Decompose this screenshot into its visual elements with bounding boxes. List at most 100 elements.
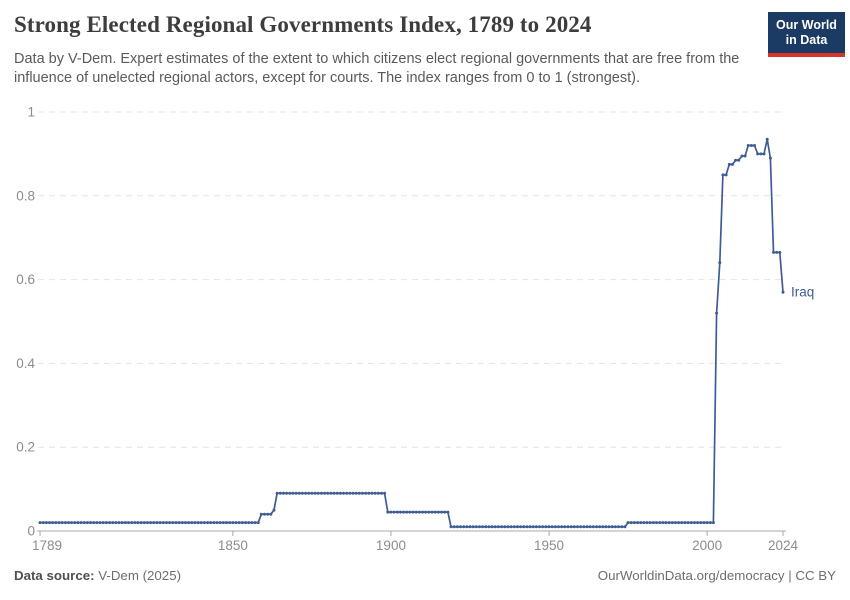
data-point-marker[interactable] xyxy=(300,491,304,495)
data-point-marker[interactable] xyxy=(699,521,703,525)
data-point-marker[interactable] xyxy=(348,491,352,495)
data-point-marker[interactable] xyxy=(620,525,624,529)
data-point-marker[interactable] xyxy=(79,521,83,525)
data-point-marker[interactable] xyxy=(462,525,466,529)
data-point-marker[interactable] xyxy=(313,491,317,495)
data-point-marker[interactable] xyxy=(398,510,402,514)
data-point-marker[interactable] xyxy=(41,521,45,525)
data-point-marker[interactable] xyxy=(680,521,684,525)
data-point-marker[interactable] xyxy=(541,525,545,529)
data-point-marker[interactable] xyxy=(326,491,330,495)
data-point-marker[interactable] xyxy=(332,491,336,495)
data-point-marker[interactable] xyxy=(626,521,630,525)
data-point-marker[interactable] xyxy=(595,525,598,529)
data-point-marker[interactable] xyxy=(648,521,652,525)
data-point-marker[interactable] xyxy=(57,521,61,525)
data-point-marker[interactable] xyxy=(664,521,668,525)
data-point-marker[interactable] xyxy=(411,510,415,514)
data-point-marker[interactable] xyxy=(566,525,570,529)
data-point-marker[interactable] xyxy=(465,525,469,529)
data-point-marker[interactable] xyxy=(380,491,383,495)
data-point-marker[interactable] xyxy=(342,491,345,495)
data-point-marker[interactable] xyxy=(591,525,595,529)
data-point-marker[interactable] xyxy=(405,510,409,514)
data-point-marker[interactable] xyxy=(696,521,700,525)
data-point-marker[interactable] xyxy=(206,521,210,525)
data-point-marker[interactable] xyxy=(765,137,769,141)
data-point-marker[interactable] xyxy=(196,521,200,525)
data-point-marker[interactable] xyxy=(253,521,257,525)
data-point-marker[interactable] xyxy=(702,521,706,525)
data-point-marker[interactable] xyxy=(440,510,443,514)
data-point-marker[interactable] xyxy=(436,510,440,514)
data-point-marker[interactable] xyxy=(285,491,289,495)
data-point-marker[interactable] xyxy=(557,525,560,529)
data-point-marker[interactable] xyxy=(519,525,523,529)
data-point-marker[interactable] xyxy=(63,521,67,525)
data-point-marker[interactable] xyxy=(307,491,311,495)
data-point-marker[interactable] xyxy=(190,521,194,525)
data-point-marker[interactable] xyxy=(231,521,235,525)
data-point-marker[interactable] xyxy=(768,156,772,160)
data-point-marker[interactable] xyxy=(576,525,579,529)
data-point-marker[interactable] xyxy=(111,521,115,525)
data-point-marker[interactable] xyxy=(161,521,165,525)
data-point-marker[interactable] xyxy=(500,525,504,529)
data-point-marker[interactable] xyxy=(607,525,611,529)
data-point-marker[interactable] xyxy=(572,525,576,529)
data-point-marker[interactable] xyxy=(686,521,690,525)
data-point-marker[interactable] xyxy=(187,521,191,525)
data-point-marker[interactable] xyxy=(522,525,526,529)
data-point-marker[interactable] xyxy=(212,521,216,525)
data-point-marker[interactable] xyxy=(762,152,766,156)
data-point-marker[interactable] xyxy=(512,525,516,529)
entity-label-iraq[interactable]: Iraq xyxy=(791,285,814,300)
data-point-marker[interactable] xyxy=(136,521,140,525)
data-point-marker[interactable] xyxy=(424,510,428,514)
data-point-marker[interactable] xyxy=(367,491,371,495)
data-point-marker[interactable] xyxy=(525,525,529,529)
data-point-marker[interactable] xyxy=(534,525,538,529)
data-point-marker[interactable] xyxy=(538,525,541,529)
data-point-marker[interactable] xyxy=(506,525,510,529)
data-point-marker[interactable] xyxy=(165,521,168,525)
data-point-marker[interactable] xyxy=(389,510,393,514)
data-point-marker[interactable] xyxy=(693,521,696,525)
data-point-marker[interactable] xyxy=(338,491,342,495)
data-point-marker[interactable] xyxy=(658,521,662,525)
data-point-marker[interactable] xyxy=(708,521,712,525)
data-point-marker[interactable] xyxy=(598,525,602,529)
data-point-marker[interactable] xyxy=(70,521,74,525)
data-point-marker[interactable] xyxy=(674,521,677,525)
data-point-marker[interactable] xyxy=(354,491,358,495)
data-point-marker[interactable] xyxy=(133,521,137,525)
data-point-marker[interactable] xyxy=(149,521,153,525)
data-point-marker[interactable] xyxy=(361,491,364,495)
data-point-marker[interactable] xyxy=(288,491,292,495)
data-point-marker[interactable] xyxy=(582,525,586,529)
data-point-marker[interactable] xyxy=(503,525,507,529)
data-point-marker[interactable] xyxy=(478,525,481,529)
data-point-marker[interactable] xyxy=(155,521,159,525)
data-point-marker[interactable] xyxy=(392,510,396,514)
data-point-marker[interactable] xyxy=(67,521,70,525)
data-point-marker[interactable] xyxy=(364,491,368,495)
data-point-marker[interactable] xyxy=(775,250,779,254)
data-point-marker[interactable] xyxy=(221,521,225,525)
data-point-marker[interactable] xyxy=(509,525,513,529)
data-point-marker[interactable] xyxy=(588,525,592,529)
data-point-marker[interactable] xyxy=(711,521,715,525)
data-point-marker[interactable] xyxy=(183,521,187,525)
data-point-marker[interactable] xyxy=(85,521,89,525)
data-point-marker[interactable] xyxy=(531,525,535,529)
data-point-marker[interactable] xyxy=(228,521,232,525)
data-point-marker[interactable] xyxy=(89,521,93,525)
data-point-marker[interactable] xyxy=(275,491,279,495)
data-point-marker[interactable] xyxy=(376,491,380,495)
data-point-marker[interactable] xyxy=(54,521,58,525)
data-point-marker[interactable] xyxy=(297,491,301,495)
data-point-marker[interactable] xyxy=(130,521,134,525)
data-point-marker[interactable] xyxy=(44,521,48,525)
data-point-marker[interactable] xyxy=(528,525,532,529)
data-point-marker[interactable] xyxy=(209,521,213,525)
